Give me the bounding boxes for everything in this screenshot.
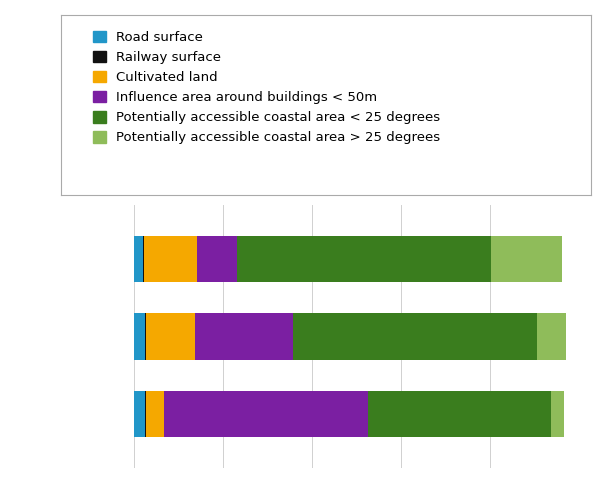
Bar <box>537 313 566 360</box>
Bar <box>144 236 197 283</box>
Bar <box>197 236 237 283</box>
Bar <box>134 236 143 283</box>
Bar <box>145 391 146 437</box>
Bar <box>143 236 144 283</box>
Bar <box>134 391 145 437</box>
Bar <box>134 313 145 360</box>
Bar <box>293 313 537 360</box>
Legend: Road surface, Railway surface, Cultivated land, Influence area around buildings : Road surface, Railway surface, Cultivate… <box>89 27 445 148</box>
Bar <box>146 391 164 437</box>
Bar <box>551 391 564 437</box>
Bar <box>195 313 293 360</box>
Bar <box>237 236 490 283</box>
Bar <box>146 313 195 360</box>
Bar <box>368 391 551 437</box>
Bar <box>164 391 368 437</box>
Bar <box>145 313 146 360</box>
Bar <box>490 236 561 283</box>
